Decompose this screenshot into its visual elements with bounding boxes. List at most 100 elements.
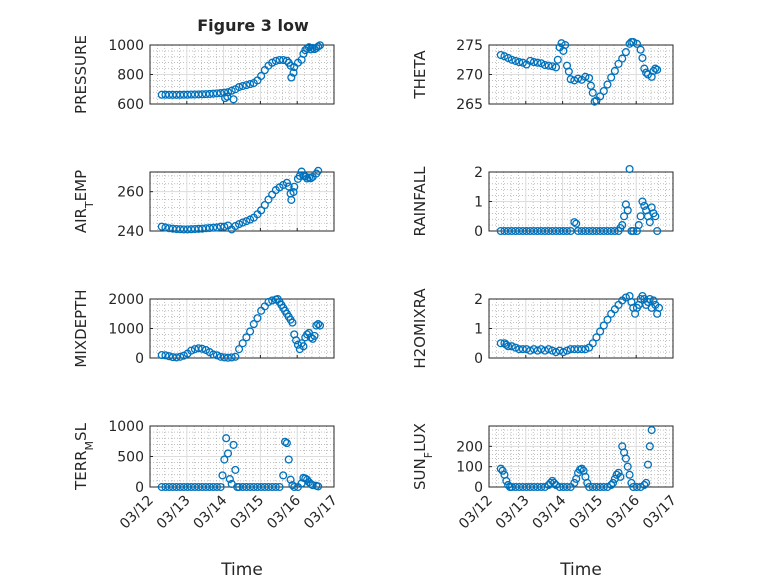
data-point xyxy=(562,346,572,355)
data-point xyxy=(504,342,513,351)
y-tick-label: 0 xyxy=(474,224,483,240)
data-point xyxy=(574,74,583,83)
data-point xyxy=(599,321,608,330)
data-point xyxy=(222,434,231,443)
data-point xyxy=(287,195,296,204)
data-point xyxy=(238,339,247,348)
data-point xyxy=(572,219,581,228)
data-point xyxy=(271,56,280,65)
data-point xyxy=(625,165,634,174)
data-point xyxy=(502,340,511,349)
data-point xyxy=(314,42,323,51)
subplot-4: 0 1 2 RAINFALL xyxy=(411,165,674,240)
data-point xyxy=(526,56,535,65)
y-tick-label: 0 xyxy=(474,351,483,367)
data-point xyxy=(618,54,627,63)
data-point xyxy=(511,343,520,352)
data-point xyxy=(290,182,299,191)
data-point xyxy=(592,333,601,342)
data-point xyxy=(289,188,298,197)
data-point xyxy=(654,303,664,312)
data-point xyxy=(496,339,505,348)
data-point xyxy=(279,471,288,480)
data-point xyxy=(161,223,170,232)
y-tick-label: 1000 xyxy=(108,322,144,338)
data-point xyxy=(640,64,649,73)
data-point xyxy=(235,82,244,92)
y-tick-label: 1000 xyxy=(108,419,144,435)
data-point xyxy=(649,296,658,305)
data-point xyxy=(496,464,505,473)
data-point xyxy=(260,200,269,210)
data-point xyxy=(161,351,170,360)
data-point xyxy=(638,53,647,63)
data-point xyxy=(231,465,240,474)
y-tick-label: 500 xyxy=(117,450,144,466)
data-point xyxy=(640,201,649,210)
data-point xyxy=(599,482,608,492)
subplot-6: 0 1 2 H2OMIXRA xyxy=(411,288,674,369)
subplot-5: 0 1000 2000 MIXDEPTH xyxy=(72,289,335,368)
data-point xyxy=(610,66,619,76)
y-tick-label: 800 xyxy=(117,68,144,84)
data-point xyxy=(502,476,511,485)
data-point xyxy=(632,39,641,48)
data-point xyxy=(562,482,572,492)
data-point xyxy=(540,61,549,70)
data-point xyxy=(290,482,299,492)
data-point xyxy=(544,345,553,354)
data-point xyxy=(238,218,247,227)
data-point xyxy=(288,318,297,327)
data-point xyxy=(229,440,238,449)
data-point xyxy=(312,321,321,330)
data-point xyxy=(577,464,586,473)
y-axis-label: MIXDEPTH xyxy=(72,289,90,367)
data-point xyxy=(268,296,277,305)
y-axis-label: H2OMIXRA xyxy=(411,288,429,369)
data-point xyxy=(636,45,645,54)
data-point xyxy=(645,294,654,304)
data-point xyxy=(157,222,166,231)
data-point xyxy=(496,50,505,60)
data-point xyxy=(553,55,562,64)
data-point xyxy=(235,345,244,354)
data-point xyxy=(529,58,538,67)
data-point xyxy=(257,206,266,215)
data-point xyxy=(306,479,315,489)
y-axis-label: TERRMSL xyxy=(72,422,96,491)
data-point xyxy=(242,81,251,90)
data-point xyxy=(518,345,527,354)
data-point xyxy=(544,61,553,70)
data-point xyxy=(249,320,258,329)
data-point xyxy=(257,71,266,81)
data-point xyxy=(284,455,293,464)
y-tick-label: 600 xyxy=(117,97,144,113)
data-point xyxy=(253,314,262,323)
data-point xyxy=(511,56,520,65)
data-point xyxy=(621,454,630,463)
data-point xyxy=(581,345,590,354)
y-tick-label: 240 xyxy=(117,224,144,240)
data-point xyxy=(515,58,524,67)
y-axis-label: PRESSURE xyxy=(72,35,90,114)
data-point xyxy=(275,482,284,492)
data-point xyxy=(198,344,207,353)
data-point xyxy=(634,221,643,230)
data-point xyxy=(562,226,572,236)
data-point xyxy=(583,478,592,487)
data-point xyxy=(614,59,623,68)
data-point xyxy=(289,68,298,77)
data-point xyxy=(218,471,227,480)
data-point xyxy=(310,331,319,340)
data-point xyxy=(596,92,605,101)
data-point xyxy=(647,426,656,435)
y-tick-label: 0 xyxy=(135,480,144,496)
data-point xyxy=(223,88,233,97)
data-point xyxy=(651,64,660,73)
data-point xyxy=(306,45,315,54)
data-point xyxy=(293,340,302,349)
data-point xyxy=(618,221,627,230)
data-point xyxy=(642,478,651,487)
data-point xyxy=(621,293,630,302)
